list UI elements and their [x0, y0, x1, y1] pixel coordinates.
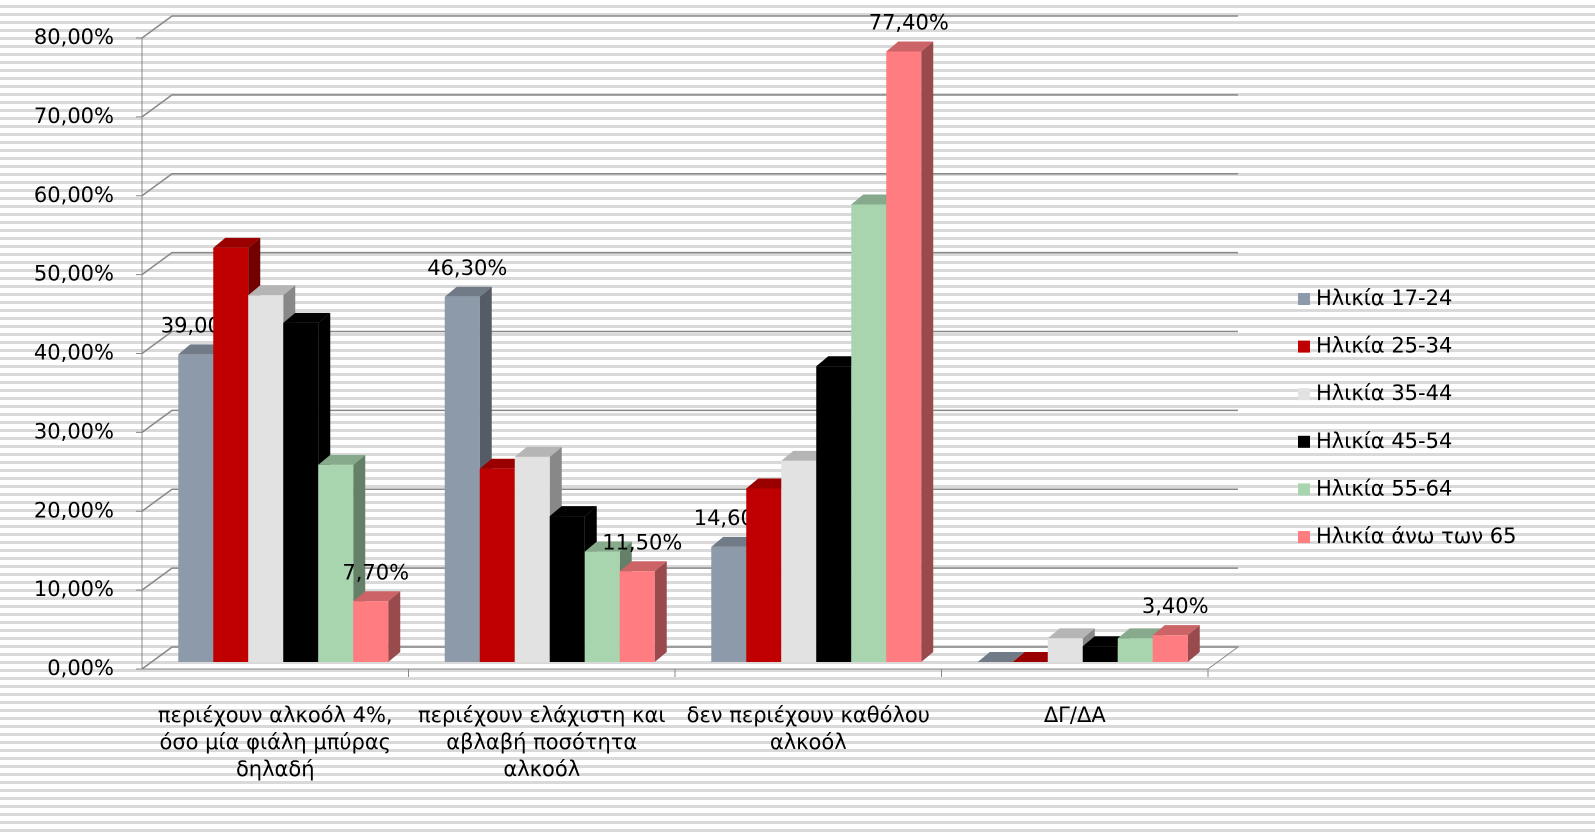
bar-top — [584, 541, 632, 552]
bar-front — [353, 601, 389, 662]
bar-front — [851, 204, 887, 662]
bar-side — [1187, 625, 1200, 662]
bar-front — [781, 460, 817, 662]
bar-front — [514, 456, 550, 662]
bar — [318, 454, 366, 662]
grid-line — [141, 251, 1238, 276]
legend-label: Ηλικία 35-44 — [1316, 381, 1452, 405]
x-tick-label: ΔΓ/ΔΑ — [1043, 703, 1106, 727]
y-tick-label: 50,00% — [34, 262, 114, 286]
bar-top — [283, 312, 331, 323]
data-label: 77,40% — [869, 11, 949, 35]
legend-label: Ηλικία 17-24 — [1316, 286, 1452, 310]
bar-top — [619, 561, 667, 572]
grid-line — [141, 15, 1238, 39]
bar-side — [921, 41, 934, 662]
grid-line — [141, 173, 1238, 197]
data-label: 3,40% — [1142, 594, 1209, 618]
legend-swatch — [1298, 388, 1310, 401]
bar-top — [514, 446, 562, 457]
bar-side — [388, 591, 401, 662]
bar-front — [444, 296, 480, 662]
bar-top — [444, 286, 492, 297]
legend-swatch — [1298, 340, 1310, 353]
bar-front — [816, 366, 852, 662]
y-tick-label: 60,00% — [34, 183, 114, 207]
bar-top — [318, 454, 366, 465]
bar-side — [654, 561, 667, 662]
grid-line — [141, 94, 1238, 118]
bar-top — [1047, 628, 1095, 639]
legend-label: Ηλικία 25-34 — [1316, 334, 1452, 358]
y-tick-label: 80,00% — [34, 25, 114, 49]
bar — [353, 591, 401, 662]
bar-front — [746, 488, 782, 662]
bar-front — [178, 354, 214, 662]
bar-top — [977, 652, 1025, 662]
bar-front — [213, 247, 249, 662]
bar — [619, 561, 667, 662]
bar-front — [318, 464, 354, 662]
legend-swatch — [1298, 293, 1310, 305]
y-tick-label: 10,00% — [34, 577, 114, 601]
bar-front — [1082, 646, 1118, 662]
bar-front — [886, 51, 922, 662]
legend-swatch — [1298, 531, 1310, 543]
data-label: 46,30% — [427, 256, 507, 280]
bar — [1152, 625, 1200, 662]
legend-swatch — [1298, 435, 1310, 448]
y-tick-label: 20,00% — [34, 498, 114, 522]
data-label: 7,70% — [342, 560, 409, 584]
y-tick-label: 40,00% — [34, 341, 114, 365]
bar-front — [619, 571, 655, 662]
bar-top — [549, 506, 597, 517]
bar-front — [584, 551, 620, 662]
bar-top — [248, 285, 296, 296]
data-label: 11,50% — [602, 530, 682, 554]
legend-label: Ηλικία 55-64 — [1316, 476, 1452, 500]
legend-label: Ηλικία άνω των 65 — [1316, 524, 1517, 548]
bar-front — [711, 546, 747, 662]
bar-front — [283, 322, 319, 662]
x-tick-label: δεν περιέχουν καθόλου αλκοόλ — [686, 703, 930, 754]
bar-top — [1152, 625, 1200, 636]
bar-front — [549, 516, 585, 662]
y-tick-label: 70,00% — [34, 104, 114, 128]
x-tick-label: περιέχουν αλκοόλ 4%, όσο μία φιάλη μπύρα… — [157, 703, 393, 781]
bar-front — [1152, 635, 1188, 662]
bar — [977, 652, 1025, 662]
bar-top — [886, 41, 934, 52]
bar-top — [213, 237, 261, 248]
y-tick-label: 30,00% — [34, 419, 114, 443]
bar — [886, 41, 934, 662]
x-tick-label: περιέχουν ελάχιστη και αβλαβή ποσότητα α… — [418, 703, 666, 781]
bar-front — [248, 295, 284, 662]
bar-front — [479, 468, 515, 662]
bar-top — [353, 591, 401, 602]
y-tick-label: 0,00% — [47, 656, 114, 680]
legend-label: Ηλικία 45-54 — [1316, 429, 1452, 453]
bar-front — [1117, 638, 1153, 662]
legend-swatch — [1298, 483, 1310, 496]
bar-front — [1047, 638, 1083, 662]
